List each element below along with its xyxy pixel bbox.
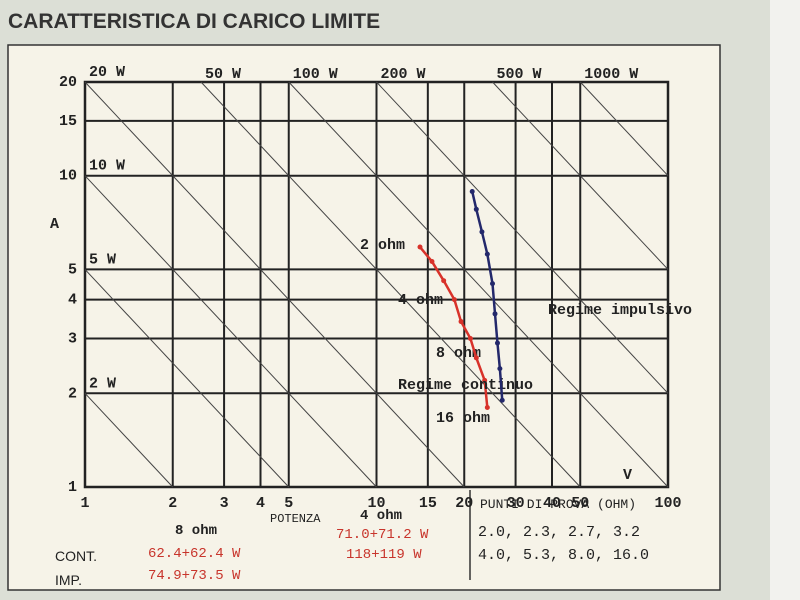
x-tick-label: 4 <box>256 495 265 512</box>
y-tick-label: 10 <box>59 168 77 185</box>
punti-title: PUNTI DI PROVA (OHM) <box>480 497 637 512</box>
series-point <box>473 206 479 212</box>
series-point <box>451 297 457 303</box>
series-label: Regime impulsivo <box>548 302 692 319</box>
series-point <box>482 377 488 383</box>
x-tick-label: 100 <box>654 495 681 512</box>
cell: 118+119 W <box>346 547 422 563</box>
y-tick-label: 15 <box>59 113 77 130</box>
power-line <box>492 81 669 270</box>
series-point <box>467 335 473 341</box>
series-point <box>499 397 505 403</box>
power-label: 50 W <box>205 66 241 83</box>
y-tick-label: 1 <box>68 479 77 496</box>
power-label: 10 W <box>89 158 125 175</box>
power-label: 500 W <box>496 66 541 83</box>
x-axis-label: V <box>623 467 632 484</box>
series-point <box>492 311 498 317</box>
power-line <box>376 81 669 394</box>
punti: 2.0, 2.3, 2.7, 3.2 <box>478 524 641 541</box>
paper: CARATTERISTICA DI CARICO LIMITE 1 2 3 4 5 10 1… <box>0 0 770 600</box>
power-label: 200 W <box>381 66 426 83</box>
x-tick-label: 10 <box>367 495 385 512</box>
col-header: 8 ohm <box>175 523 218 539</box>
cell: 62.4+62.4 W <box>148 546 241 562</box>
x-tick-label: 20 <box>455 495 473 512</box>
power-line <box>579 81 669 177</box>
series-point <box>484 405 490 411</box>
y-tick-label: 5 <box>68 261 77 278</box>
series-point <box>429 259 435 265</box>
x-tick-label: 40 <box>543 495 561 512</box>
x-tick-label: 3 <box>220 495 229 512</box>
power-line <box>200 81 581 488</box>
ohm-label: 2 ohm <box>360 237 405 254</box>
series-point <box>479 229 485 235</box>
y-tick-label: 2 <box>68 385 77 402</box>
series-point <box>417 244 423 250</box>
power-line <box>84 392 174 488</box>
x-tick-label: 30 <box>507 495 525 512</box>
col-header: 4 ohm <box>360 508 403 524</box>
chart: 1 2 3 4 5 10 15 20 30 40 50 100 1 2 3 4 5 10 15 20 V A 2 W 5 W 1… <box>7 44 721 591</box>
series-point <box>441 278 447 284</box>
power-label: 1000 W <box>584 66 638 83</box>
power-line <box>84 269 290 488</box>
ohm-label: 8 ohm <box>436 345 481 362</box>
row-label: CONT. <box>55 548 97 564</box>
x-tick-label: 1 <box>80 495 89 512</box>
power-label: 20 W <box>89 64 125 81</box>
y-tick-label: 20 <box>59 74 77 91</box>
x-tick-label: 15 <box>419 495 437 512</box>
power-label: 2 W <box>89 375 116 392</box>
power-label: 100 W <box>293 66 338 83</box>
series-point <box>494 340 500 346</box>
power-line <box>84 175 377 488</box>
title: CARATTERISTICA DI CARICO LIMITE <box>8 10 381 33</box>
cell: 74.9+73.5 W <box>148 568 241 584</box>
ohm-label: 16 ohm <box>436 410 490 427</box>
power-label: 5 W <box>89 251 116 268</box>
row-label: IMP. <box>55 572 82 588</box>
series-point <box>458 319 464 325</box>
series-label: Regime continuo <box>398 377 533 394</box>
series-point <box>497 366 503 372</box>
side-page <box>770 0 800 600</box>
power-line <box>288 81 669 488</box>
y-tick-label: 3 <box>68 330 77 347</box>
y-tick-label: 4 <box>68 292 77 309</box>
x-tick-label: 5 <box>284 495 293 512</box>
y-axis-label: A <box>50 216 59 233</box>
power-line <box>84 81 465 488</box>
cell: 71.0+71.2 W <box>336 527 429 543</box>
ohm-label: 4 ohm <box>398 292 443 309</box>
x-tick-label: 50 <box>571 495 589 512</box>
series-point <box>473 355 479 361</box>
punti: 4.0, 5.3, 8.0, 16.0 <box>478 547 650 564</box>
series-point <box>484 251 490 257</box>
x-tick-label: 2 <box>168 495 177 512</box>
series-point <box>489 281 495 287</box>
frame <box>7 44 721 591</box>
series-point <box>469 188 475 194</box>
potenza: POTENZA <box>270 512 321 526</box>
